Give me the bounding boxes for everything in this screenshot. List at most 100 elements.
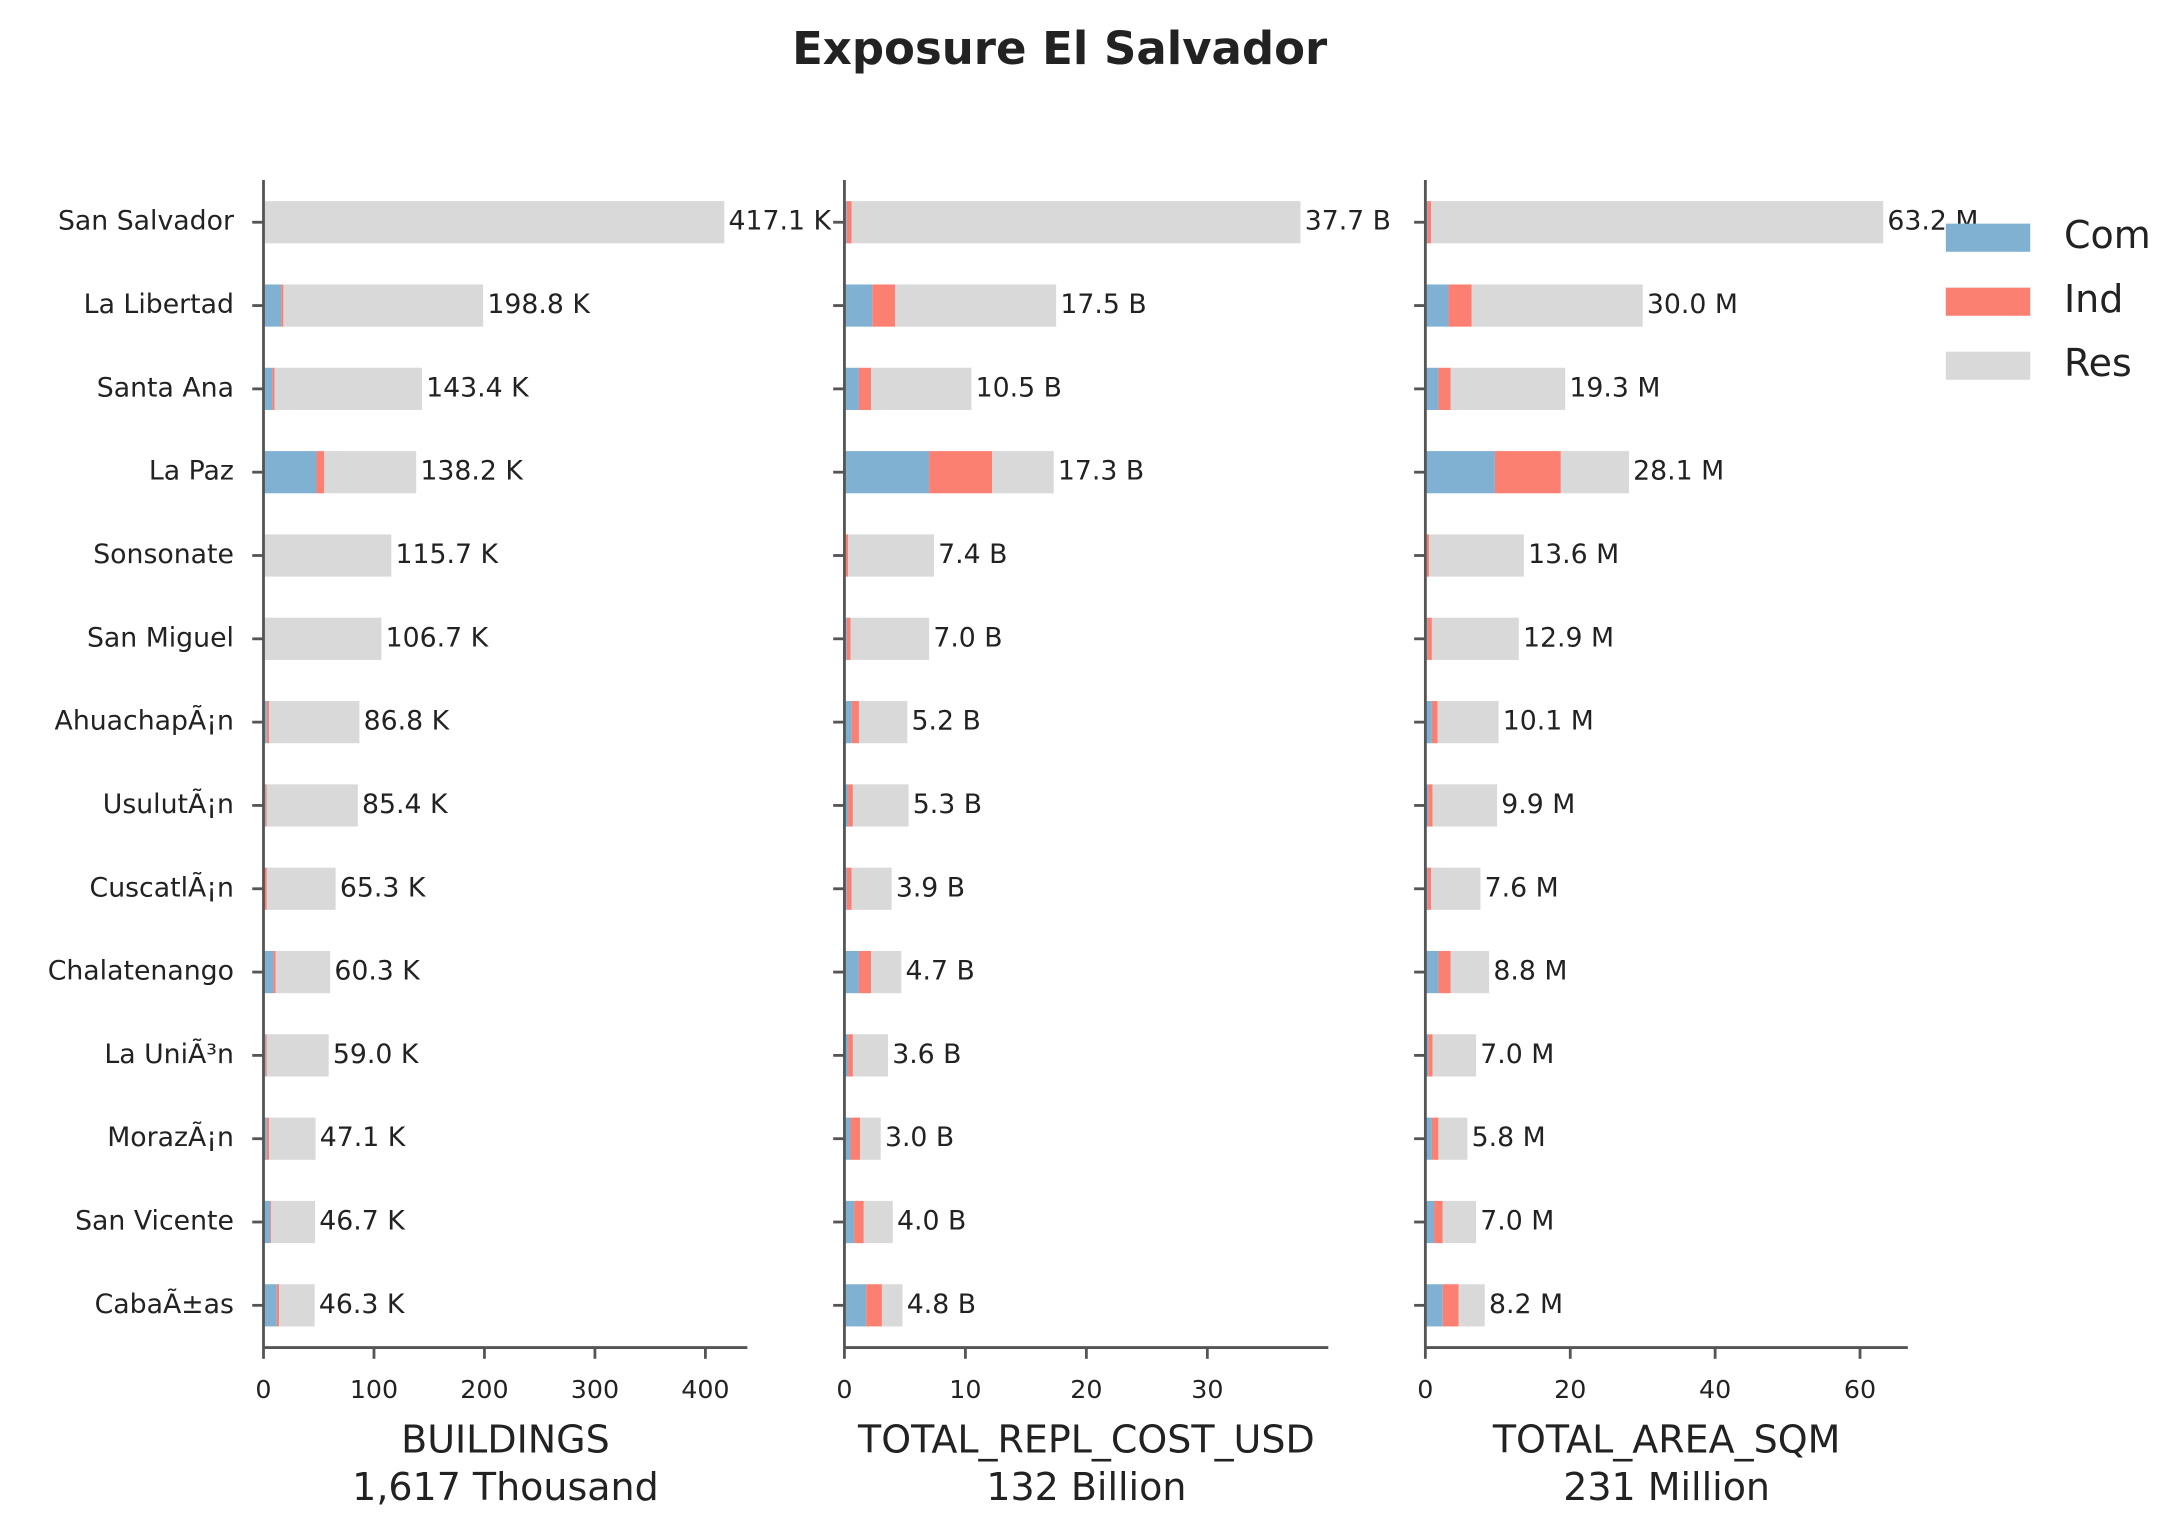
value-label: 5.2 B — [912, 706, 981, 737]
bar-segment — [854, 1200, 864, 1244]
bar-segment — [1425, 451, 1495, 494]
x-tick-label: 20 — [1554, 1375, 1586, 1404]
bar-segment — [860, 1117, 881, 1160]
value-label: 4.8 B — [907, 1289, 976, 1320]
bar-segment — [1428, 1034, 1433, 1077]
bar-segment — [1471, 284, 1643, 327]
x-tick-label: 10 — [949, 1375, 981, 1404]
value-label: 8.8 M — [1493, 956, 1567, 987]
bar-segment — [1427, 617, 1432, 660]
bar-segment — [1425, 1034, 1429, 1077]
x-axis-label: 1,617 Thousand — [352, 1465, 659, 1509]
value-label: 17.3 B — [1058, 456, 1144, 487]
y-tick-label: San Miguel — [87, 622, 234, 653]
x-axis-label: 231 Million — [1563, 1465, 1770, 1509]
value-label: 143.4 K — [426, 372, 530, 403]
value-label: 37.7 B — [1305, 206, 1391, 237]
value-label: 5.3 B — [913, 789, 982, 820]
bar-segment — [263, 701, 267, 744]
bar-segment — [844, 284, 873, 327]
bar-segment — [1442, 1284, 1459, 1327]
bar-segment — [871, 950, 902, 994]
bar-segment — [1432, 1034, 1477, 1077]
bar-segment — [1450, 950, 1490, 994]
value-label: 115.7 K — [396, 539, 500, 570]
value-label: 10.5 B — [976, 372, 1062, 403]
bar-segment — [1448, 284, 1472, 327]
bar-segment — [265, 784, 267, 827]
bar-segment — [263, 451, 317, 494]
bar-segment — [844, 451, 930, 494]
legend-label: Ind — [2064, 277, 2123, 321]
x-tick-label: 40 — [1699, 1375, 1731, 1404]
bar-segment — [858, 950, 872, 994]
bar-segment — [1425, 367, 1439, 410]
bar-segment — [272, 367, 275, 410]
bar-segment — [1494, 451, 1561, 494]
value-label: 4.7 B — [906, 956, 975, 987]
value-label: 9.9 M — [1501, 789, 1575, 820]
bar-segment — [266, 701, 270, 744]
y-tick-label: MorazÃ¡n — [107, 1121, 234, 1153]
bar-segment — [1425, 784, 1429, 827]
bar-segment — [1426, 534, 1429, 577]
bar-segment — [1434, 1200, 1443, 1244]
y-tick-label: CabaÃ±as — [95, 1288, 234, 1320]
bar-segment — [316, 451, 325, 494]
x-tick-label: 300 — [571, 1375, 619, 1404]
value-label: 8.2 M — [1489, 1289, 1563, 1320]
bar-segment — [278, 1284, 315, 1327]
value-label: 3.0 B — [885, 1122, 954, 1153]
y-tick-label: Chalatenango — [48, 956, 234, 987]
bar-segment — [848, 784, 853, 827]
value-label: 17.5 B — [1060, 289, 1146, 320]
bar-segment — [1560, 451, 1629, 494]
bar-segment — [266, 784, 358, 827]
value-label: 13.6 M — [1528, 539, 1619, 570]
legend-label: Com — [2064, 213, 2151, 257]
bar-segment — [1442, 1200, 1477, 1244]
bar-segment — [1428, 784, 1433, 827]
bar-segment — [866, 1284, 882, 1327]
x-axis-label: 132 Billion — [986, 1465, 1186, 1509]
x-tick-label: 20 — [1070, 1375, 1102, 1404]
bar-segment — [1458, 1284, 1485, 1327]
bar-segment — [845, 534, 849, 577]
value-label: 106.7 K — [386, 622, 490, 653]
bar-segment — [1425, 1117, 1432, 1160]
x-tick-label: 0 — [1417, 1375, 1433, 1404]
y-tick-label: La UniÃ³n — [104, 1038, 234, 1070]
value-label: 12.9 M — [1523, 622, 1614, 653]
bar-segment — [1432, 784, 1498, 827]
bar-segment — [852, 784, 909, 827]
bar-segment — [844, 1117, 851, 1160]
bar-segment — [269, 1117, 316, 1160]
bar-segment — [846, 867, 852, 910]
bar-segment — [848, 1034, 853, 1077]
y-tick-label: La Paz — [149, 456, 234, 487]
bar-segment — [1425, 950, 1439, 994]
bar-segment — [1431, 867, 1481, 910]
bar-segment — [844, 1200, 855, 1244]
y-tick-label: San Vicente — [75, 1206, 234, 1237]
y-tick-label: CuscatlÃ¡n — [90, 871, 234, 903]
bar-segment — [1431, 701, 1438, 744]
x-tick-label: 100 — [350, 1375, 398, 1404]
bar-segment — [276, 1284, 279, 1327]
bar-segment — [872, 284, 896, 327]
bar-segment — [1425, 1200, 1435, 1244]
bar-segment — [844, 950, 859, 994]
y-tick-label: Sonsonate — [93, 539, 234, 570]
bar-segment — [281, 284, 284, 327]
value-label: 417.1 K — [729, 206, 833, 237]
bar-segment — [851, 867, 892, 910]
bar-segment — [263, 1200, 271, 1244]
value-label: 60.3 K — [334, 956, 421, 987]
value-label: 47.1 K — [320, 1122, 407, 1153]
value-label: 85.4 K — [362, 789, 449, 820]
bar-segment — [1450, 367, 1566, 410]
value-label: 28.1 M — [1633, 456, 1724, 487]
bar-segment — [1425, 701, 1432, 744]
